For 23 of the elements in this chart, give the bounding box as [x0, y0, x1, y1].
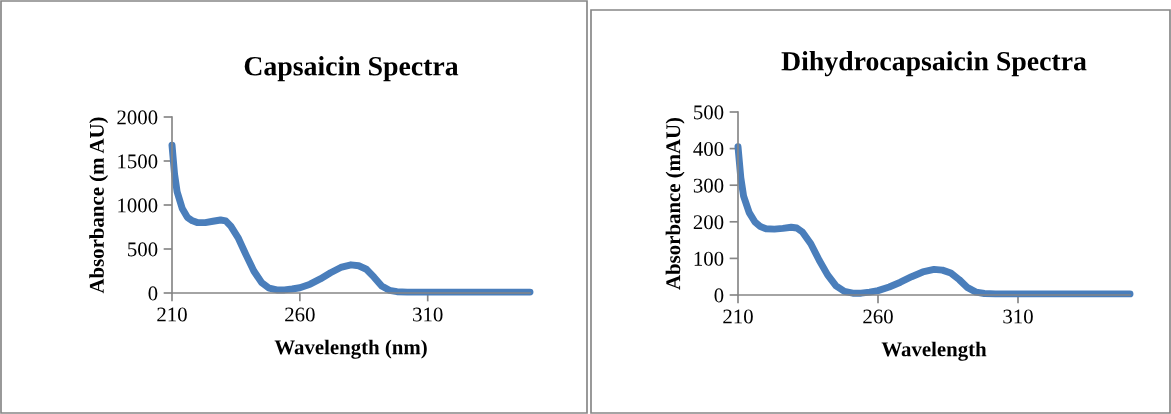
x-tick-label: 260 [863, 309, 893, 324]
y-tick-label: 0 [148, 286, 158, 301]
y-tick-label: 2000 [117, 110, 158, 125]
y-tick-label: 500 [694, 105, 724, 120]
x-tick-label: 310 [413, 307, 443, 322]
x-tick-label: 310 [1003, 309, 1033, 324]
x-tick-label: 260 [285, 307, 315, 322]
y-tick-label: 400 [693, 141, 724, 157]
x-tick-label: 210 [723, 309, 753, 324]
x-axis-title: Wavelength [881, 341, 987, 361]
x-axis-title: Wavelength (nm) [274, 339, 427, 359]
y-axis-title: Absorbance (m AU) [89, 117, 109, 294]
y-tick-label: 200 [693, 215, 724, 230]
x-tick-label: 210 [157, 307, 187, 322]
y-tick-label: 1000 [118, 198, 158, 213]
chart-title: Dihydrocapsaicin Spectra [781, 51, 1087, 77]
y-tick-label: 300 [693, 178, 724, 193]
y-tick-label: 500 [128, 242, 158, 257]
chart-title: Capsaicin Spectra [244, 56, 459, 82]
y-tick-label: 100 [694, 251, 724, 266]
y-axis-title: Absorbance (mAU) [665, 117, 685, 290]
y-tick-label: 0 [714, 288, 724, 303]
y-tick-label: 1500 [118, 154, 158, 169]
